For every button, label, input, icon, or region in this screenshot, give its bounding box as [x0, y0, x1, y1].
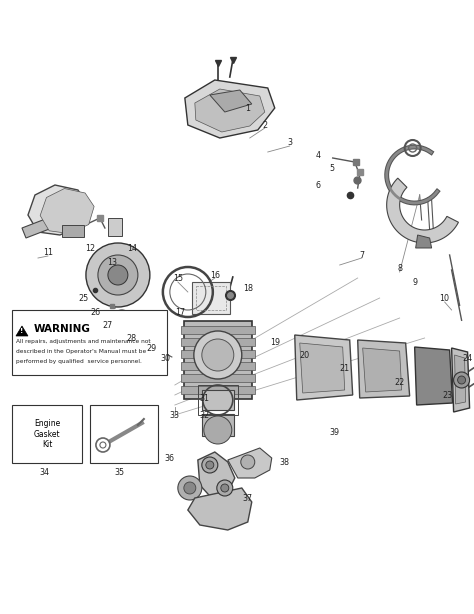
Text: 4: 4 — [315, 150, 320, 160]
Text: 23: 23 — [443, 391, 453, 400]
Text: 7: 7 — [359, 251, 364, 260]
Circle shape — [217, 480, 233, 496]
Polygon shape — [28, 185, 88, 235]
Circle shape — [112, 310, 132, 330]
Text: 6: 6 — [315, 181, 320, 190]
Circle shape — [86, 243, 150, 307]
Text: 20: 20 — [300, 351, 310, 360]
Circle shape — [206, 461, 214, 469]
Text: Engine
Gasket
Kit: Engine Gasket Kit — [34, 419, 60, 449]
Polygon shape — [185, 80, 275, 138]
Bar — [181, 350, 255, 358]
Bar — [12, 405, 82, 463]
Polygon shape — [22, 218, 52, 238]
Text: 18: 18 — [243, 284, 253, 292]
Polygon shape — [415, 347, 453, 405]
Polygon shape — [455, 355, 465, 404]
Bar — [181, 374, 255, 382]
Text: 27: 27 — [103, 321, 113, 330]
Bar — [184, 321, 252, 399]
Text: WARNING: WARNING — [34, 324, 91, 334]
Polygon shape — [188, 488, 252, 530]
Text: 21: 21 — [340, 363, 350, 373]
Text: 29: 29 — [147, 343, 157, 352]
Text: 25: 25 — [79, 293, 89, 303]
Text: 2: 2 — [262, 120, 267, 130]
Text: 32: 32 — [200, 411, 210, 419]
Text: 19: 19 — [270, 338, 280, 346]
Bar — [196, 286, 226, 310]
Circle shape — [178, 476, 202, 500]
Text: 10: 10 — [439, 293, 450, 303]
Circle shape — [194, 331, 242, 379]
Circle shape — [221, 484, 229, 492]
Polygon shape — [295, 335, 353, 400]
Text: described in the Operator's Manual must be: described in the Operator's Manual must … — [16, 349, 146, 354]
Bar — [181, 362, 255, 370]
Bar — [192, 282, 230, 314]
Bar — [62, 225, 84, 237]
Text: 15: 15 — [173, 273, 183, 282]
Text: 24: 24 — [463, 354, 473, 362]
Polygon shape — [300, 343, 345, 393]
Circle shape — [202, 457, 218, 473]
Text: 3: 3 — [287, 138, 292, 147]
Bar — [202, 390, 234, 410]
Bar — [12, 310, 167, 375]
Polygon shape — [210, 90, 252, 112]
Circle shape — [202, 339, 234, 371]
Polygon shape — [363, 348, 401, 392]
Text: 22: 22 — [394, 378, 405, 386]
Text: 34: 34 — [39, 467, 49, 476]
Text: 33: 33 — [170, 411, 180, 419]
Polygon shape — [16, 326, 28, 336]
Text: 13: 13 — [107, 257, 117, 266]
Text: 31: 31 — [200, 394, 210, 403]
Text: 26: 26 — [91, 308, 101, 316]
Circle shape — [117, 315, 127, 325]
Text: 12: 12 — [85, 244, 95, 252]
Text: performed by qualified  service personnel.: performed by qualified service personnel… — [16, 359, 142, 364]
Text: 37: 37 — [243, 494, 253, 502]
Bar — [181, 326, 255, 334]
Circle shape — [184, 482, 196, 494]
Polygon shape — [40, 188, 94, 233]
Polygon shape — [452, 348, 470, 412]
Bar — [202, 414, 234, 436]
Text: 11: 11 — [43, 247, 53, 257]
Text: 17: 17 — [175, 308, 185, 316]
Text: 16: 16 — [210, 271, 220, 279]
Bar — [198, 385, 238, 415]
Bar — [108, 218, 122, 236]
Text: 14: 14 — [127, 244, 137, 252]
Polygon shape — [387, 178, 458, 243]
Bar — [181, 386, 255, 394]
Polygon shape — [416, 235, 432, 248]
Bar — [90, 405, 158, 463]
Text: !: ! — [20, 328, 24, 334]
Polygon shape — [198, 452, 235, 496]
Text: 35: 35 — [115, 467, 125, 476]
Polygon shape — [195, 89, 265, 132]
Text: 28: 28 — [127, 333, 137, 343]
Circle shape — [454, 372, 470, 388]
Polygon shape — [228, 448, 272, 478]
Text: 36: 36 — [165, 454, 175, 462]
Text: 9: 9 — [412, 278, 417, 287]
Circle shape — [108, 265, 128, 285]
Circle shape — [241, 455, 255, 469]
Text: 38: 38 — [280, 457, 290, 467]
Circle shape — [457, 376, 465, 384]
Text: 30: 30 — [161, 354, 171, 362]
Circle shape — [98, 255, 138, 295]
Text: 5: 5 — [329, 163, 334, 173]
Bar — [181, 338, 255, 346]
Text: 1: 1 — [245, 104, 250, 112]
Text: 39: 39 — [329, 427, 340, 437]
Text: 8: 8 — [397, 263, 402, 273]
Circle shape — [96, 438, 110, 452]
Circle shape — [204, 416, 232, 444]
Polygon shape — [358, 340, 410, 398]
Text: All repairs, adjustments and maintenance not: All repairs, adjustments and maintenance… — [16, 339, 151, 344]
